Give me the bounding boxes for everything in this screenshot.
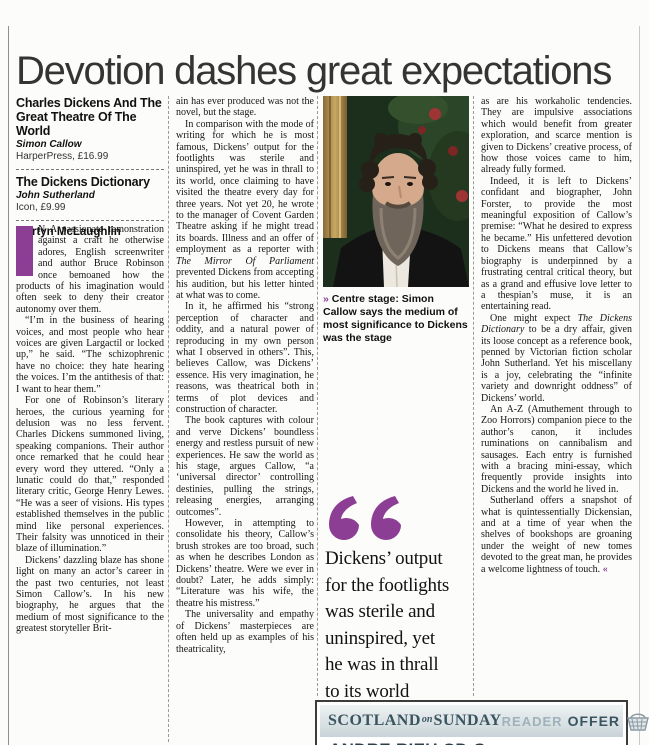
article-paragraph: Dickens’ dazzling blaze has shone light … xyxy=(16,554,164,635)
article-paragraph: ain has ever produced was not the novel,… xyxy=(176,96,314,119)
book-author: Simon Callow xyxy=(16,139,82,150)
portrait-illustration xyxy=(323,96,469,287)
article-body-col4: as are his workaholic tendencies. They a… xyxy=(481,96,632,575)
logo-text: on xyxy=(421,714,433,725)
column-divider xyxy=(473,96,474,696)
article-paragraph: The book captures with colour and verve … xyxy=(176,415,314,518)
quote-marks-icon xyxy=(325,496,403,545)
article-paragraph: One might expect The Dickens Dictionary … xyxy=(481,312,632,404)
pull-quote: Dickens’ output for the footlights was ste… xyxy=(325,548,450,702)
photo-caption-text: Centre stage: Simon Callow says the medi… xyxy=(323,293,468,344)
basket-icon xyxy=(627,713,649,731)
article-paragraph: Sutherland offers a snapshot of what is … xyxy=(481,495,632,575)
double-chevron-icon: » xyxy=(323,293,329,305)
article-paragraph: In comparison with the mode of writing f… xyxy=(176,118,314,301)
article-paragraph: For one of Robinson’s literary heroes, t… xyxy=(16,395,164,555)
article-paragraph: as are his workaholic tendencies. They a… xyxy=(481,96,632,176)
reader-offer-banner: SCOTLANDonSUNDAY READER OFFER xyxy=(320,705,649,737)
article-end-marker: « xyxy=(602,563,608,575)
article-paragraph: The universality and empathy of Dickens’… xyxy=(176,609,314,655)
offer-promo-headline: ANDRE RIEU CD-S xyxy=(329,740,626,745)
article-paragraph: Indeed, it is left to Dickens’ confidant… xyxy=(481,175,632,313)
article-paragraph: In it, he affirmed his “strong perceptio… xyxy=(176,301,314,415)
book-author: John Sutherland xyxy=(16,190,95,201)
left-margin-rule xyxy=(8,26,9,745)
dashed-divider xyxy=(16,220,164,221)
article-paragraph: “I’m in the business of hearing voices, … xyxy=(16,315,164,395)
article-paragraph: However, in attempting to consolidate hi… xyxy=(176,518,314,609)
drop-cap: I xyxy=(16,226,33,276)
reviewer-byline: Martyn McLaughlin xyxy=(16,226,121,238)
column-divider xyxy=(317,96,318,696)
dashed-divider xyxy=(16,169,164,170)
article-body-col2: ain has ever produced was not the novel,… xyxy=(176,96,314,655)
right-margin-rule xyxy=(639,26,640,745)
article-paragraph: An A-Z (Amuthement through to Zoo Horror… xyxy=(481,403,632,495)
book-title: The Dickens Dictionary xyxy=(16,175,150,189)
scotland-on-sunday-logo: SCOTLANDonSUNDAY xyxy=(328,712,502,730)
portrait-photo xyxy=(323,96,469,287)
book-publisher-price: Icon, £9.99 xyxy=(16,202,66,213)
reader-offer-box: SCOTLANDonSUNDAY READER OFFER ANDRE RIEU… xyxy=(315,700,649,745)
feature-column: » Centre stage: Simon Callow says the me… xyxy=(323,96,469,745)
article-headline: Devotion dashes great expectations xyxy=(16,48,612,93)
logo-text: SCOTLAND xyxy=(328,712,421,729)
logo-text: SUNDAY xyxy=(433,712,502,729)
column-divider xyxy=(168,96,169,742)
book-title: Charles Dickens And The Great Theatre Of… xyxy=(16,96,162,138)
photo-caption: » Centre stage: Simon Callow says the me… xyxy=(323,293,469,345)
reader-label: READER xyxy=(501,713,563,729)
offer-label: OFFER xyxy=(567,713,621,729)
book-publisher-price: HarperPress, £16.99 xyxy=(16,151,109,162)
book-info-block: Charles Dickens And The Great Theatre Of… xyxy=(16,96,164,239)
column-1: Charles Dickens And The Great Theatre Of… xyxy=(16,96,164,634)
